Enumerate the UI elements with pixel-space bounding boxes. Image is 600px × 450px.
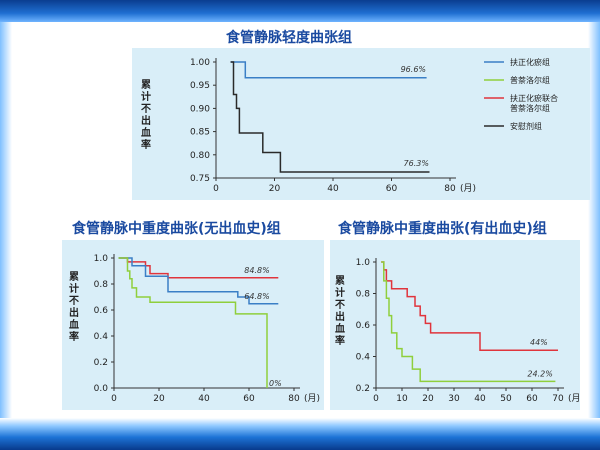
x-tick-label: 40 — [198, 394, 210, 404]
series-end-label: 24.2% — [527, 369, 552, 378]
x-tick-label: 20 — [269, 184, 281, 194]
y-tick-label: 0.6 — [94, 306, 109, 316]
x-tick-label: 60 — [526, 394, 538, 404]
y-axis-label-char: 血 — [335, 322, 345, 335]
y-axis-label-char: 累 — [141, 79, 151, 91]
x-tick-label: 70 — [552, 394, 564, 404]
x-tick-label: 60 — [243, 394, 255, 404]
legend-label: 扶正化瘀组 — [510, 57, 550, 67]
chart-2-title: 食管静脉中重度曲张(无出血史)组 — [72, 221, 281, 237]
y-tick-label: 0.80 — [190, 151, 210, 161]
x-tick-label: 10 — [396, 394, 408, 404]
series-line-0 — [230, 61, 427, 79]
y-tick-label: 0.8 — [356, 290, 371, 300]
y-axis-label-char: 累 — [69, 271, 79, 283]
y-tick-label: 1.0 — [356, 258, 371, 268]
y-axis-label-char: 率 — [335, 334, 345, 347]
chart-1-title: 食管静脉轻度曲张组 — [226, 30, 352, 46]
y-axis-label-char: 血 — [69, 318, 79, 331]
series-line-2 — [118, 257, 268, 388]
top-frame-band — [0, 0, 600, 22]
series-line-1 — [381, 261, 556, 383]
x-tick-label: 0 — [213, 184, 219, 194]
x-tick-label: 50 — [500, 394, 512, 404]
x-tick-label: 80 — [288, 394, 300, 404]
series-end-label: 96.6% — [401, 65, 426, 74]
y-axis-label-char: 率 — [141, 138, 151, 151]
y-tick-label: 0.85 — [190, 128, 210, 138]
y-tick-label: 0.4 — [94, 332, 109, 342]
y-axis-label-char: 率 — [69, 330, 79, 343]
y-tick-label: 0.0 — [94, 384, 109, 394]
series-end-label: 76.3% — [404, 159, 429, 168]
legend-label: 普萘洛尔组 — [510, 75, 550, 85]
chart-1-panel — [132, 48, 590, 200]
y-axis-label-char: 计 — [69, 282, 79, 295]
y-axis-label-char: 不 — [141, 103, 151, 115]
y-tick-label: 0.2 — [356, 384, 370, 394]
x-tick-label: 0 — [111, 394, 117, 404]
chart-3-title: 食管静脉中重度曲张(有出血史)组 — [338, 221, 547, 237]
x-tick-label: 40 — [474, 394, 486, 404]
y-axis-label-char: 计 — [335, 286, 345, 299]
y-tick-label: 0.8 — [94, 280, 109, 290]
chart-2-panel — [62, 240, 324, 410]
y-tick-label: 0.75 — [190, 174, 210, 184]
y-axis-label-char: 不 — [335, 299, 345, 311]
y-axis-label-char: 不 — [69, 295, 79, 307]
legend-label: 扶正化瘀联合 — [510, 93, 558, 103]
x-tick-label: 80 — [444, 184, 456, 194]
y-tick-label: 1.0 — [94, 254, 109, 264]
y-tick-label: 0.2 — [94, 358, 108, 368]
x-axis-unit: (月) — [460, 183, 476, 194]
legend-label: 安慰剂组 — [510, 121, 542, 131]
x-tick-label: 60 — [386, 184, 398, 194]
series-end-label: 64.8% — [244, 292, 269, 301]
legend-label: 普萘洛尔组 — [510, 103, 550, 113]
x-tick-label: 30 — [448, 394, 460, 404]
y-tick-label: 0.4 — [356, 353, 371, 363]
x-axis-unit: (月) — [568, 393, 580, 404]
chart-1-svg: 0.75 0.80 0.85 0.90 0.95 1.00 0 20 40 60 80 (月) 累计不出… — [141, 57, 558, 194]
series-end-label: 0% — [269, 379, 282, 388]
x-tick-label: 40 — [327, 184, 339, 194]
series-end-label: 84.8% — [244, 266, 269, 275]
x-tick-label: 20 — [422, 394, 434, 404]
y-tick-label: 0.6 — [356, 321, 371, 331]
bottom-frame-band — [0, 418, 600, 450]
right-frame-glow — [588, 22, 600, 418]
y-tick-label: 0.95 — [190, 81, 210, 91]
series-line-3 — [230, 61, 430, 173]
y-axis-label-char: 血 — [141, 126, 151, 139]
series-end-label: 44% — [530, 338, 548, 347]
y-axis-label-char: 出 — [69, 306, 79, 319]
y-axis-label-char: 出 — [335, 310, 345, 323]
y-axis-label-char: 计 — [141, 90, 151, 103]
x-tick-label: 0 — [373, 394, 379, 404]
y-axis-label-char: 出 — [141, 114, 151, 127]
y-tick-label: 1.00 — [190, 58, 210, 68]
x-tick-label: 20 — [153, 394, 165, 404]
left-frame-glow — [0, 22, 12, 418]
y-tick-label: 0.90 — [190, 104, 210, 114]
y-axis-label-char: 累 — [335, 275, 345, 287]
x-axis-unit: (月) — [304, 393, 320, 404]
series-line-0 — [381, 261, 558, 351]
series-line-1 — [118, 257, 279, 305]
